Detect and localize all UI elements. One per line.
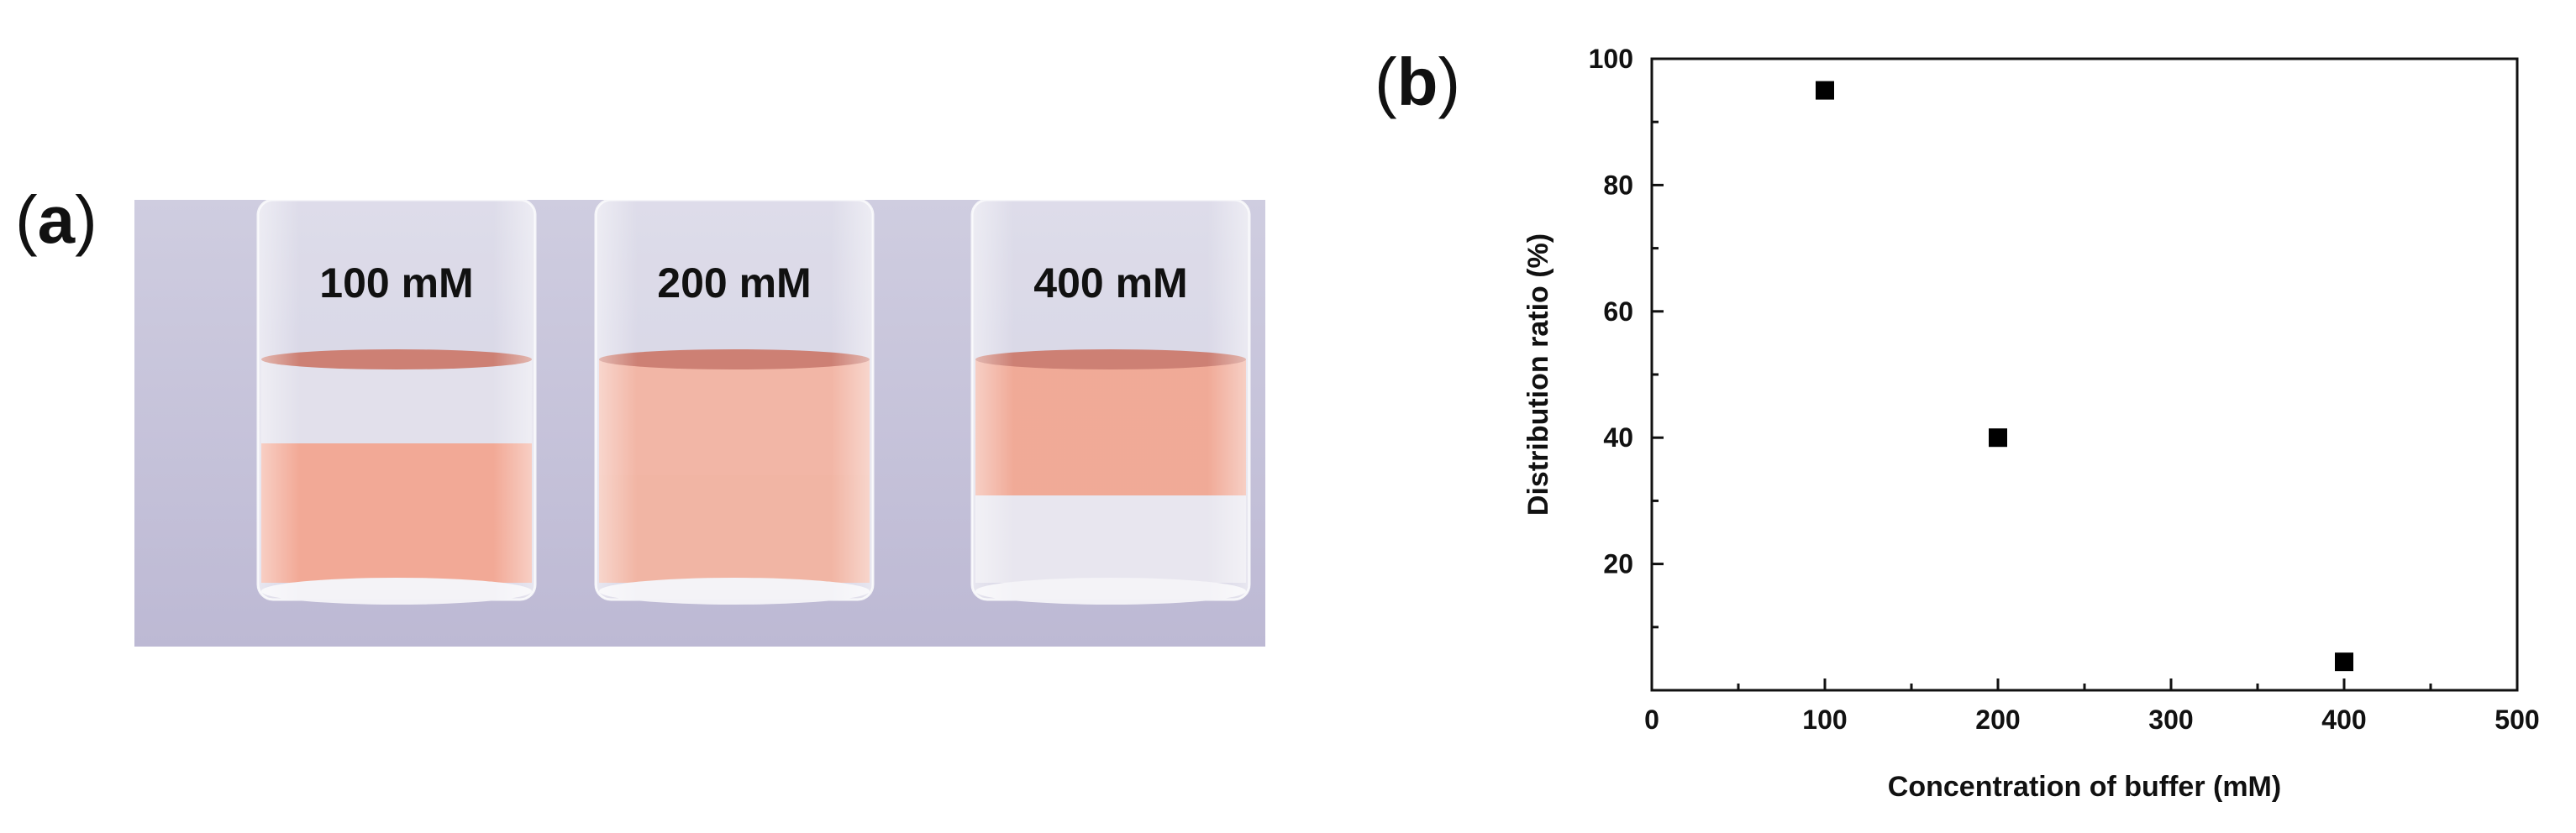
y-tick-label: 20 <box>1603 549 1633 579</box>
vial: 100 mM <box>256 200 537 605</box>
x-tick-label: 200 <box>1975 705 2020 735</box>
x-tick-label: 500 <box>2495 705 2539 735</box>
x-tick-label: 400 <box>2321 705 2366 735</box>
y-tick-label: 40 <box>1603 422 1633 453</box>
panel-b-label: (b) <box>1375 45 1461 119</box>
plot-frame <box>1650 57 2519 692</box>
vials-photo: 100 mM 200 mM 400 mM <box>134 200 1265 647</box>
y-tick-label: 80 <box>1603 170 1633 200</box>
vial-label: 100 mM <box>319 259 473 306</box>
vial: 200 mM <box>594 200 875 605</box>
y-tick-label: 100 <box>1589 44 1633 74</box>
panel-a-label: (a) <box>15 182 97 257</box>
x-tick-label: 100 <box>1802 705 1847 735</box>
vial: 400 mM <box>970 200 1251 605</box>
data-point <box>1989 428 2007 448</box>
vial-label: 400 mM <box>1033 259 1187 306</box>
y-axis-label: Distribution ratio (%) <box>1522 233 1554 516</box>
x-tick-label: 0 <box>1644 705 1659 735</box>
x-axis-label: Concentration of buffer (mM) <box>1888 771 2281 803</box>
vial-label: 200 mM <box>657 259 811 306</box>
data-point <box>1816 81 1834 100</box>
glass-highlight <box>258 200 535 600</box>
y-tick-label: 60 <box>1603 296 1633 327</box>
data-point <box>2335 652 2353 672</box>
glass-highlight <box>972 200 1249 600</box>
x-tick-label: 300 <box>2148 705 2193 735</box>
glass-highlight <box>596 200 873 600</box>
